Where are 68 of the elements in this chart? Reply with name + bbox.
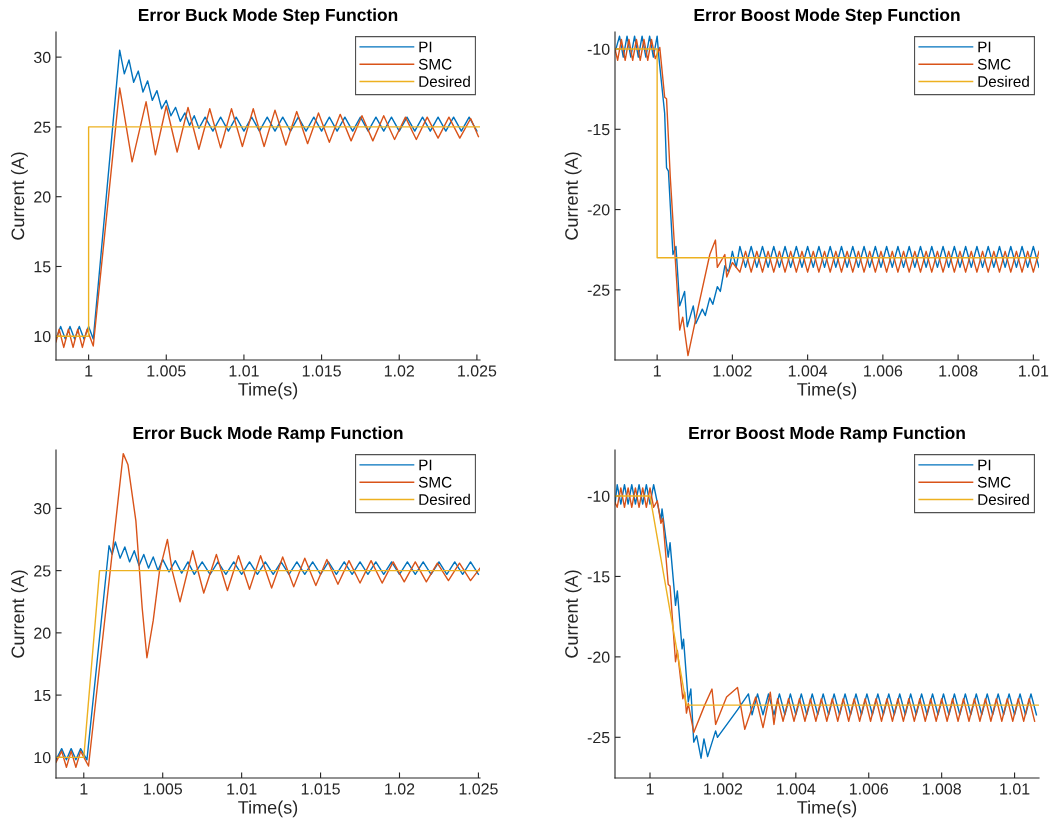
x-tick-label: 1.005 [147, 365, 186, 377]
legend-label: Desired [419, 75, 470, 87]
y-axis-title: Current (A) [10, 570, 28, 658]
y-tick-label: -25 [587, 731, 610, 744]
x-tick-label: 1.01 [227, 783, 257, 795]
x-tick-label: 1.005 [143, 783, 183, 795]
y-axis-title: Current (A) [10, 152, 28, 240]
y-tick-label: 30 [33, 51, 51, 64]
chart-title: Error Buck Mode Ramp Function [133, 426, 403, 443]
x-tick-label: 1.01 [1019, 365, 1049, 377]
y-tick-label: -10 [587, 43, 610, 55]
x-tick-label: 1.025 [458, 365, 497, 377]
x-axis-title: Time(s) [797, 382, 857, 400]
x-tick-label: 1.008 [939, 365, 978, 377]
x-axis-title: Time(s) [238, 382, 298, 400]
x-tick-label: 1.006 [849, 783, 889, 795]
x-tick-label: 1.008 [922, 783, 961, 795]
y-tick-label: 10 [34, 751, 51, 764]
x-tick-label: 1 [85, 365, 93, 377]
y-tick-label: 15 [34, 261, 51, 273]
x-tick-label: 1.015 [301, 783, 340, 795]
y-tick-label: 30 [33, 503, 51, 515]
x-tick-label: 1.025 [459, 783, 498, 795]
x-tick-label: 1.004 [777, 783, 816, 795]
x-tick-label: 1.002 [704, 783, 743, 795]
x-tick-label: 1.006 [864, 365, 903, 377]
legend-label: PI [978, 41, 991, 53]
legend-label: Desired [978, 493, 1029, 505]
y-tick-label: 15 [34, 689, 51, 702]
y-tick-label: -15 [587, 124, 610, 136]
chart-title: Error Boost Mode Ramp Function [689, 426, 965, 443]
legend-label: PI [419, 41, 432, 53]
x-axis-title: Time(s) [238, 800, 298, 818]
x-tick-label: 1.01 [229, 365, 259, 377]
x-tick-label: 1.01 [1000, 783, 1030, 795]
y-axis-title: Current (A) [564, 570, 582, 658]
legend-label: Desired [978, 75, 1029, 87]
x-tick-label: 1.02 [385, 783, 415, 795]
x-axis-title: Time(s) [797, 800, 857, 818]
x-tick-label: 1.02 [384, 365, 414, 377]
y-tick-label: -10 [587, 490, 610, 502]
legend-label: SMC [977, 476, 1011, 488]
chart-title: Error Buck Mode Step Function [138, 8, 398, 25]
x-tick-label: 1 [653, 365, 661, 377]
line-series [56, 452, 480, 768]
legend-label: SMC [418, 476, 452, 488]
x-tick-label: 1.002 [713, 365, 752, 377]
legend-label: Desired [419, 493, 470, 505]
legend-label: SMC [418, 58, 452, 70]
y-tick-label: 10 [34, 330, 51, 343]
legend-label: PI [978, 459, 991, 471]
y-tick-label: 25 [34, 121, 51, 133]
y-tick-label: -15 [587, 571, 610, 583]
y-tick-label: 25 [34, 565, 51, 577]
legend-label: PI [419, 459, 432, 471]
chart-title: Error Boost Mode Step Function [694, 8, 960, 25]
y-tick-label: 20 [34, 191, 51, 203]
x-tick-label: 1 [80, 783, 88, 795]
legend-label: SMC [977, 58, 1011, 70]
x-tick-label: 1 [646, 783, 654, 795]
y-tick-label: -20 [587, 204, 610, 216]
y-axis-title: Current (A) [564, 152, 582, 240]
y-tick-label: -20 [587, 651, 610, 663]
line-series [56, 87, 480, 349]
y-tick-label: 20 [34, 627, 51, 639]
y-tick-label: -25 [587, 284, 610, 296]
x-tick-label: 1.004 [788, 365, 828, 377]
x-tick-label: 1.015 [302, 365, 341, 377]
